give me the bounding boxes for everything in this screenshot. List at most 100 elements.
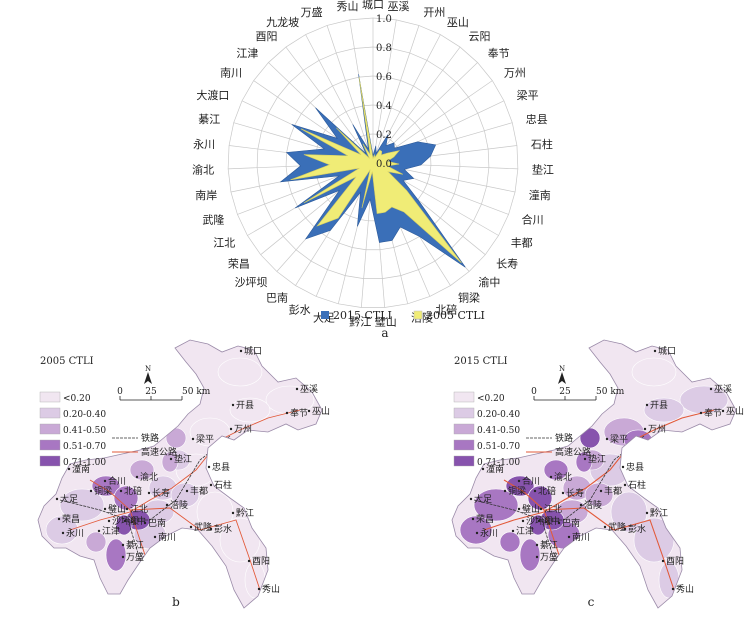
map-city-dot bbox=[189, 525, 193, 529]
radar-category-label: 巫山 bbox=[447, 16, 469, 29]
map-city-dot bbox=[89, 489, 93, 493]
map-place-label: 南川 bbox=[572, 531, 590, 543]
map-highway bbox=[69, 409, 301, 531]
radar-category-label: 璧山 bbox=[375, 314, 397, 328]
map-city-dot bbox=[599, 489, 603, 493]
map-place-label: 武隆 bbox=[608, 521, 626, 533]
radar-category-label: 南岸 bbox=[195, 189, 217, 202]
map-city-dot bbox=[549, 475, 553, 479]
map-city-dot bbox=[583, 457, 587, 461]
map-city-dot bbox=[209, 483, 213, 487]
map-place-label: 大足 bbox=[60, 493, 78, 505]
map-city-dot bbox=[135, 475, 139, 479]
map-region bbox=[113, 485, 139, 511]
radar-category-label: 垫江 bbox=[532, 162, 554, 176]
map-place-label: 石柱 bbox=[628, 479, 646, 491]
map-legend-swatch bbox=[453, 439, 475, 451]
map-legend-label: 0.20-0.40 bbox=[63, 410, 106, 420]
map-city-dot bbox=[699, 411, 703, 415]
north-label: N bbox=[559, 365, 565, 373]
map-place-label: 万盛 bbox=[540, 551, 558, 563]
legend-highway-label: 高速公路 bbox=[141, 446, 177, 458]
map-place-label: 綦江 bbox=[540, 539, 558, 551]
map-place-label: 彭水 bbox=[214, 523, 232, 535]
map-city-dot bbox=[55, 497, 59, 501]
legend-label-2005: 2005 CTLI bbox=[426, 309, 485, 322]
map-city-dot bbox=[285, 411, 289, 415]
radar-category-label: 万盛 bbox=[301, 5, 323, 19]
scale-label: 50 km bbox=[596, 387, 625, 397]
map-place-label: 石柱 bbox=[214, 479, 232, 491]
map-place-label: 渝中 bbox=[542, 515, 560, 527]
map-city-dot bbox=[481, 467, 485, 471]
map-city-dot bbox=[257, 587, 261, 591]
map-outline bbox=[37, 339, 323, 609]
map-city-dot bbox=[721, 409, 725, 413]
map-legend-label: 0.51-0.70 bbox=[63, 442, 106, 452]
map-place-label: 垫江 bbox=[174, 453, 192, 465]
radar-category-label: 云阳 bbox=[469, 30, 491, 43]
map-city-dot bbox=[153, 535, 157, 539]
map-legend-swatch bbox=[39, 439, 61, 451]
map-region bbox=[473, 488, 519, 522]
north-arrow-icon bbox=[558, 372, 566, 384]
radar-category-label: 奉节 bbox=[488, 46, 510, 60]
map-place-label: 忠县 bbox=[626, 462, 644, 473]
map-city-dot bbox=[469, 497, 473, 501]
map-place-label: 巴南 bbox=[562, 517, 580, 529]
map-place-label: 奉节 bbox=[290, 407, 308, 419]
map-city-dot bbox=[143, 521, 147, 525]
scale-label: 0 bbox=[531, 387, 537, 397]
radar-category-label: 永川 bbox=[193, 137, 215, 151]
radar-spoke bbox=[372, 46, 461, 164]
map-place-label: 万州 bbox=[648, 424, 666, 435]
map-place-label: 酉阳 bbox=[252, 556, 270, 567]
radar-spoke bbox=[372, 25, 420, 164]
map-city-dot bbox=[185, 489, 189, 493]
map-city-dot bbox=[643, 427, 647, 431]
panel-label-c: c bbox=[588, 595, 595, 609]
legend-label-2015: 2015 CTLI bbox=[333, 309, 392, 322]
map-place-label: 开县 bbox=[650, 400, 668, 411]
map-place-label: 忠县 bbox=[212, 462, 230, 473]
map-legend-swatch bbox=[39, 455, 61, 467]
panel-label-a: a bbox=[381, 326, 388, 340]
map-region bbox=[527, 485, 553, 511]
radar-category-label: 南川 bbox=[220, 67, 242, 80]
map-body bbox=[38, 340, 322, 608]
radar-tick-label: 1.0 bbox=[376, 14, 392, 25]
radar-category-label: 九龙坡 bbox=[266, 16, 299, 29]
radar-series-2005 bbox=[290, 77, 462, 264]
map-legend-swatch bbox=[453, 407, 475, 419]
map-place-label: 彭水 bbox=[628, 523, 646, 535]
legend-railway-label: 铁路 bbox=[555, 432, 573, 444]
map-place-label: 垫江 bbox=[588, 453, 606, 465]
map-region bbox=[631, 357, 677, 387]
map-city-dot bbox=[107, 519, 111, 523]
radar-chart: 0.0 0.2 0.4 0.6 0.8 1.0 城口 巫溪 开州巫山云阳奉节万州梁平忠县石柱垫江… bbox=[192, 0, 554, 328]
map-place-label: 万盛 bbox=[126, 551, 144, 563]
map-region bbox=[129, 459, 155, 481]
radar-category-label: 武隆 bbox=[202, 212, 224, 226]
map-city-dot bbox=[621, 465, 625, 469]
map-city-dot bbox=[231, 403, 235, 407]
map-region bbox=[91, 475, 121, 497]
map-city-dot bbox=[307, 409, 311, 413]
legend-highway-label: 高速公路 bbox=[555, 446, 591, 458]
radar-tick-label: 0.0 bbox=[376, 159, 392, 170]
map-place-label: 铜梁 bbox=[94, 485, 112, 497]
map-city-dot bbox=[103, 507, 107, 511]
map-legend-swatch bbox=[39, 391, 61, 403]
radar-category-label: 大渡口 bbox=[196, 88, 229, 102]
map-city-dot bbox=[605, 437, 609, 441]
radar-tick-label: 0.4 bbox=[376, 101, 392, 112]
map-place-label: 江北 bbox=[130, 504, 148, 515]
map-place-label: 渝北 bbox=[140, 471, 158, 483]
map-region bbox=[575, 451, 593, 473]
map-legend-label: 0.71-1.00 bbox=[63, 458, 106, 468]
map-place-label: 黔江 bbox=[650, 507, 668, 519]
map-highway bbox=[129, 507, 263, 597]
